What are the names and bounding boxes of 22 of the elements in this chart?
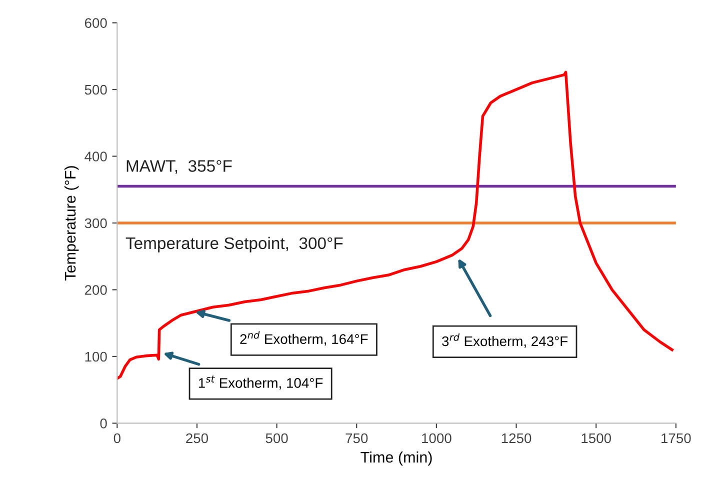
x-tick-label: 1000 bbox=[422, 433, 452, 444]
y-tick-label: 100 bbox=[85, 352, 107, 362]
y-tick-label: 200 bbox=[84, 285, 107, 295]
y-axis-title: Temperature (°F) bbox=[64, 166, 79, 280]
y-tick-label: 300 bbox=[84, 218, 107, 228]
y-tick-label: 600 bbox=[84, 18, 107, 28]
x-tick-label: 750 bbox=[346, 433, 368, 444]
x-axis-title: Time (min) bbox=[360, 451, 432, 466]
x-tick-label: 1750 bbox=[662, 433, 691, 444]
annotation: 2$^{nd}$ Exotherm, 164°F bbox=[240, 331, 368, 346]
x-tick-label: 1250 bbox=[502, 433, 532, 444]
x-tick-label: 0 bbox=[114, 433, 120, 444]
y-tick-label: 500 bbox=[84, 84, 107, 95]
x-tick-label: 1500 bbox=[582, 433, 612, 444]
y-tick-label: 0 bbox=[100, 418, 107, 428]
ref-line-label: Temperature Setpoint, 300°F bbox=[126, 236, 343, 252]
x-tick-label: 250 bbox=[186, 433, 208, 444]
x-tick-label: 500 bbox=[266, 433, 288, 444]
y-tick-label: 400 bbox=[84, 152, 107, 162]
ref-line-label: MAWT, 355°F bbox=[126, 160, 232, 174]
annotation: 1$^{st}$ Exotherm, 104°F bbox=[198, 376, 323, 390]
annotation: 3$^{rd}$ Exotherm, 243°F bbox=[442, 333, 568, 348]
